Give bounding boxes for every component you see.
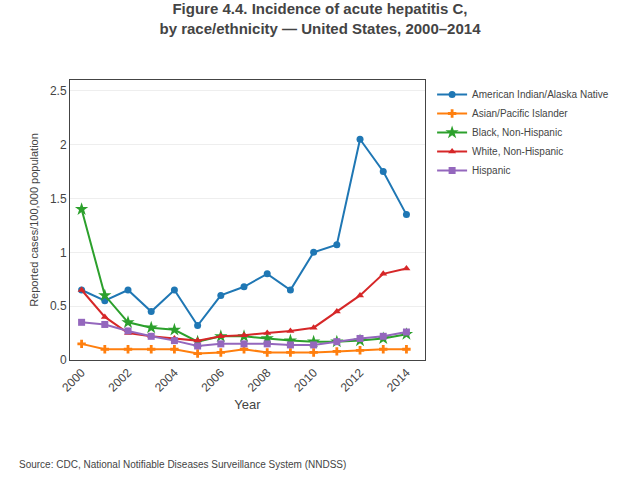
- svg-text:1.5: 1.5: [50, 192, 67, 206]
- svg-text:Black, Non-Hispanic: Black, Non-Hispanic: [472, 127, 562, 138]
- svg-text:0: 0: [60, 353, 67, 367]
- svg-text:2000: 2000: [59, 366, 88, 395]
- svg-text:Source: CDC, National Notifiab: Source: CDC, National Notifiable Disease…: [19, 459, 346, 470]
- svg-text:2.5: 2.5: [50, 84, 67, 98]
- svg-text:0.5: 0.5: [50, 299, 67, 313]
- svg-text:1: 1: [60, 246, 67, 260]
- svg-text:2: 2: [60, 138, 67, 152]
- svg-text:2008: 2008: [245, 366, 274, 395]
- svg-text:Reported cases/100,000 populat: Reported cases/100,000 population: [28, 133, 40, 307]
- svg-text:Year: Year: [234, 397, 261, 412]
- svg-text:Asian/Pacific Islander: Asian/Pacific Islander: [472, 108, 568, 119]
- svg-text:2002: 2002: [106, 366, 135, 395]
- svg-text:2006: 2006: [198, 366, 227, 395]
- svg-text:American Indian/Alaska Native: American Indian/Alaska Native: [472, 89, 609, 100]
- svg-text:2014: 2014: [384, 366, 413, 395]
- svg-text:2012: 2012: [338, 366, 367, 395]
- svg-text:2010: 2010: [291, 366, 320, 395]
- svg-text:2004: 2004: [152, 366, 181, 395]
- svg-text:Figure 4.4. Incidence of acute: Figure 4.4. Incidence of acute hepatitis…: [160, 0, 482, 37]
- svg-text:White, Non-Hispanic: White, Non-Hispanic: [472, 146, 563, 157]
- svg-text:Hispanic: Hispanic: [472, 165, 510, 176]
